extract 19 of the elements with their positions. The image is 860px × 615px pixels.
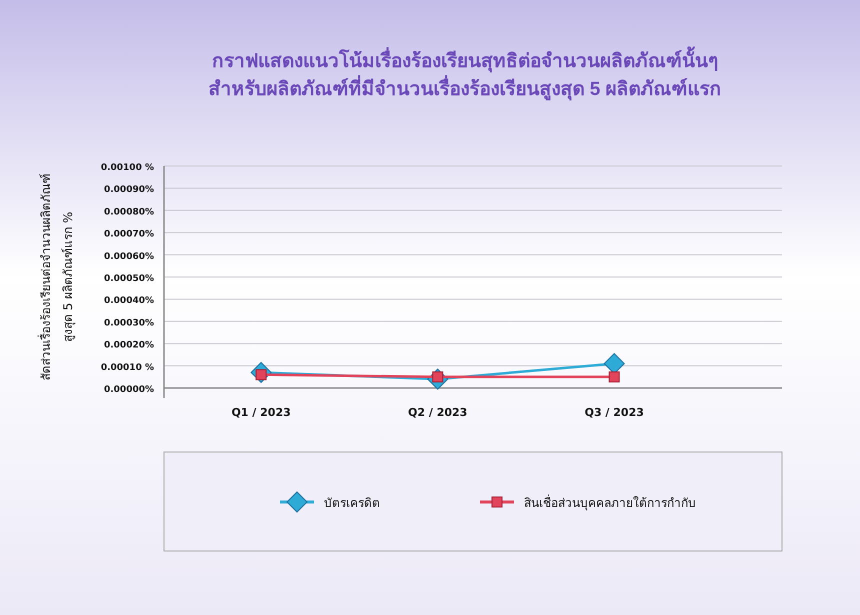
x-tick-label: Q1 / 2023 (231, 406, 291, 419)
y-tick-label: 0.00050% (104, 274, 154, 284)
y-tick-label: 0.00010 % (100, 362, 154, 373)
x-tick-label: Q3 / 2023 (584, 406, 644, 419)
y-tick-label: 0.00090% (104, 185, 154, 196)
y-tick-label: 0.00070% (104, 230, 154, 240)
y-tick-label: 0.00060% (104, 252, 154, 262)
y-tick-label: 0.00080% (104, 207, 154, 218)
y-tick-label: 0.00040% (104, 296, 154, 306)
chart-title: กราฟแสดงแนวโน้มเรื่องร้องเรียนสุทธิต่อจำนวนผลิตภัณฑ์นั้นๆ สำหรับผลิตภัณฑ์ที่มีจำนวนเรื่องร้องเรียนสูงสุด 5 ผลิตภัณฑ์แรก (208, 46, 722, 101)
y-tick-label: 0.00030% (104, 318, 154, 328)
point (608, 371, 620, 382)
y-tick-label: 0.00020% (104, 340, 154, 351)
x-tick-label: Q2 / 2023 (408, 406, 468, 419)
y-tick-label: 0.00000% (104, 385, 154, 395)
y-axis-title: สัดส่วนเรื่องร้องเรียนต่อจำนวนผลิตภัณฑ์ สูงสุด 5 ผลิตภัณฑ์แรก % (37, 174, 76, 380)
legend-label: สินเชื่อส่วนบุคคลภายใต้การกำกับ (524, 494, 696, 511)
legend-label: บัตรเครดิต (324, 496, 380, 510)
y-tick-label: 0.00100 % (100, 163, 154, 173)
